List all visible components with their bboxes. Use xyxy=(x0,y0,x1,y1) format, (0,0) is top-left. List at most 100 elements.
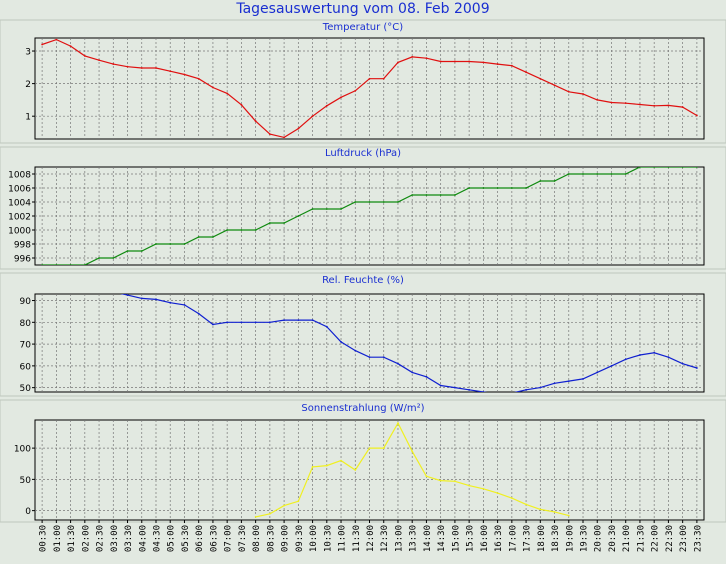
data-point xyxy=(197,77,200,80)
data-point xyxy=(126,65,129,68)
y-tick-label: 1006 xyxy=(8,185,31,195)
y-tick-label: 0 xyxy=(25,507,31,517)
chart-panel-2: Luftdruck (hPa) 996 998 1000 1002 1004 1006 100… xyxy=(0,146,726,270)
data-point xyxy=(212,86,214,89)
data-point xyxy=(354,201,357,203)
data-point xyxy=(98,291,100,293)
data-point xyxy=(368,201,371,203)
data-point xyxy=(468,484,471,487)
data-point xyxy=(695,367,698,369)
data-point xyxy=(169,243,172,245)
data-point xyxy=(69,45,72,48)
data-point xyxy=(411,194,414,196)
data-point xyxy=(496,63,499,65)
data-point xyxy=(98,257,100,259)
data-point xyxy=(226,229,229,231)
data-point xyxy=(624,173,627,175)
data-point xyxy=(653,167,656,168)
x-tick-label: 20:00 xyxy=(594,525,604,552)
data-point xyxy=(553,180,556,182)
data-point xyxy=(112,291,114,293)
data-point xyxy=(254,229,257,231)
data-point xyxy=(41,264,44,265)
page-title: Tagesauswertung vom 08. Feb 2009 xyxy=(236,1,490,17)
data-point xyxy=(311,208,314,210)
data-point xyxy=(525,187,527,189)
x-tick-label: 22:30 xyxy=(665,525,675,552)
y-tick-label: 80 xyxy=(20,319,32,329)
data-point xyxy=(653,351,656,354)
data-point xyxy=(354,89,357,92)
data-point xyxy=(454,194,456,196)
data-point xyxy=(126,250,129,252)
panel-border xyxy=(0,19,726,144)
x-tick-label: 05:00 xyxy=(167,525,177,552)
data-point xyxy=(482,61,485,64)
x-tick-label: 07:00 xyxy=(224,525,234,552)
data-point xyxy=(268,133,271,136)
data-point xyxy=(183,303,186,306)
data-point xyxy=(539,386,542,389)
x-tick-label: 22:00 xyxy=(651,525,661,552)
x-tick-label: 20:30 xyxy=(608,525,618,552)
data-point xyxy=(667,356,670,359)
data-point xyxy=(439,60,442,63)
data-point xyxy=(596,99,599,101)
x-tick-label: 14:30 xyxy=(437,525,447,552)
data-point xyxy=(340,96,342,99)
data-point xyxy=(397,61,399,64)
data-point xyxy=(411,55,414,58)
data-point xyxy=(197,236,200,238)
data-point xyxy=(268,512,271,515)
data-point xyxy=(41,291,43,293)
data-point xyxy=(254,515,257,518)
data-point xyxy=(283,319,285,322)
data-point xyxy=(169,70,172,73)
data-point xyxy=(582,93,584,95)
x-tick-label: 01:30 xyxy=(67,525,77,552)
data-point xyxy=(639,354,641,356)
x-tick-label: 03:30 xyxy=(124,525,134,552)
x-tick-label: 19:00 xyxy=(565,525,575,552)
data-point xyxy=(397,362,399,365)
y-tick-label: 70 xyxy=(20,341,32,351)
data-point xyxy=(55,264,58,265)
data-point xyxy=(425,194,428,196)
y-tick-label: 60 xyxy=(20,362,32,372)
data-point xyxy=(112,257,115,259)
data-point xyxy=(297,127,300,130)
y-tick-label: 996 xyxy=(14,255,31,265)
data-point xyxy=(667,167,670,168)
data-point xyxy=(425,57,428,60)
data-point xyxy=(254,120,257,122)
data-point xyxy=(297,319,300,322)
panel-border xyxy=(0,146,726,270)
x-tick-label: 18:00 xyxy=(537,525,547,552)
data-point xyxy=(525,71,527,74)
x-tick-label: 21:00 xyxy=(622,525,632,552)
chart-title: Sonnenstrahlung (W/m²) xyxy=(301,403,424,414)
x-tick-label: 18:30 xyxy=(551,525,561,552)
x-tick-label: 04:30 xyxy=(152,525,162,552)
data-point xyxy=(397,422,399,425)
x-tick-label: 12:00 xyxy=(366,525,376,552)
data-point xyxy=(454,386,456,389)
chart-title: Temperatur (°C) xyxy=(322,22,403,33)
y-tick-label: 100 xyxy=(14,445,31,455)
data-point xyxy=(268,321,271,324)
x-tick-label: 09:30 xyxy=(295,525,305,552)
x-tick-label: 03:00 xyxy=(110,525,120,552)
y-tick-label: 1002 xyxy=(8,213,31,223)
data-point xyxy=(482,487,485,490)
data-point xyxy=(55,291,57,293)
data-point xyxy=(354,469,357,471)
data-point xyxy=(596,371,599,374)
data-point xyxy=(525,503,527,506)
x-tick-label: 08:30 xyxy=(266,525,276,552)
data-point xyxy=(482,187,485,189)
x-tick-label: 00:30 xyxy=(39,525,49,552)
y-tick-label: 1004 xyxy=(8,199,31,209)
x-tick-label: 10:30 xyxy=(323,525,333,552)
x-tick-label: 05:30 xyxy=(181,525,191,552)
data-point xyxy=(283,504,285,507)
